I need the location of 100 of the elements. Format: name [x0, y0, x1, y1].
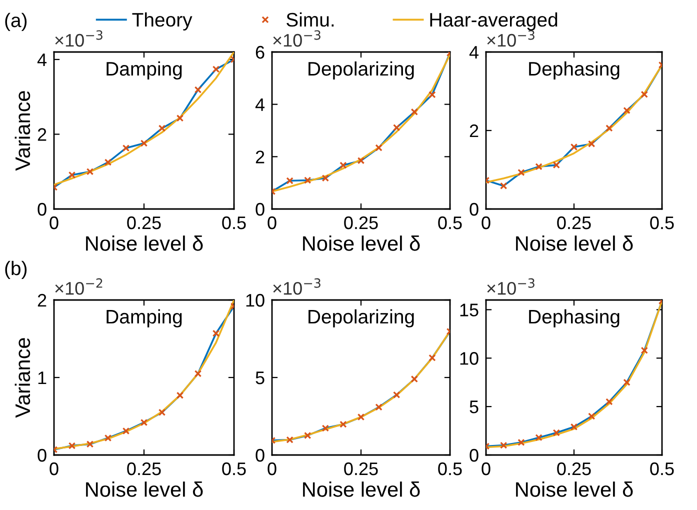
x-tick-label: 0.5	[650, 216, 674, 230]
y-tick-label: 0	[470, 448, 478, 462]
y-tick-label: 4	[469, 46, 479, 59]
point	[357, 156, 365, 164]
point	[640, 346, 648, 354]
point	[588, 140, 596, 148]
point	[428, 354, 436, 362]
point	[623, 106, 630, 114]
point	[588, 412, 596, 420]
y-tick-label: 0	[256, 448, 264, 462]
chart-title: Depolarizing	[308, 61, 414, 80]
y-tick-label: 4	[37, 54, 47, 66]
text: ×10$^{−3}$	[55, 30, 102, 47]
y-tick-label: 5	[256, 372, 264, 384]
x-tick-label: 0	[50, 462, 58, 476]
point	[392, 124, 400, 132]
y-axis-title: Variance	[14, 338, 30, 418]
chart-title: Damping	[106, 309, 182, 328]
x-tick-label: 0.25	[127, 462, 161, 476]
x-tick-label: 0.25	[557, 216, 591, 230]
point	[357, 413, 365, 421]
point	[212, 330, 220, 337]
text: ×10$^{−3}$	[273, 30, 320, 47]
x-tick-label: 0.5	[438, 462, 462, 476]
point	[570, 143, 578, 151]
point	[500, 182, 508, 190]
x-axis-title: Noise level δ	[516, 482, 633, 497]
point	[304, 176, 312, 184]
point	[428, 91, 436, 98]
y-tick-label: 15	[460, 304, 478, 316]
y-tick-label: 6	[256, 46, 264, 59]
text: ×10$^{−3}$	[487, 278, 534, 295]
point	[140, 418, 148, 426]
legend-label: Haar-averaged	[430, 12, 558, 31]
y-tick-label: 2	[38, 128, 46, 141]
point	[176, 114, 184, 122]
point	[410, 108, 418, 116]
x-axis-title: Noise level δ	[516, 236, 633, 251]
text: (b)	[5, 260, 27, 280]
chart-title: Depolarizing	[308, 309, 414, 328]
point	[606, 398, 613, 406]
point	[86, 168, 94, 176]
y-tick-label: 10	[246, 294, 264, 307]
text: (a)	[5, 12, 27, 32]
point	[518, 438, 525, 446]
x-tick-label: 0	[482, 216, 490, 230]
point	[606, 124, 613, 132]
point	[122, 427, 130, 435]
x-tick-label: 0	[268, 462, 276, 476]
chart-title: Dephasing	[529, 61, 620, 80]
y-axis-title: Variance	[14, 91, 30, 171]
x-tick-label: 0.25	[127, 216, 161, 230]
point	[410, 375, 418, 383]
point	[375, 403, 382, 411]
x-tick-label: 0	[50, 216, 58, 230]
y-tick-label: 10	[460, 352, 478, 365]
y-tick-label: 0	[470, 202, 478, 216]
legend-label: Simu.	[286, 12, 334, 27]
point	[176, 392, 184, 399]
x-axis-title: Noise level δ	[86, 482, 203, 497]
point	[158, 124, 166, 132]
y-tick-label: 0	[256, 202, 264, 216]
legend-label: Theory	[132, 12, 192, 31]
point	[340, 162, 347, 169]
point	[68, 171, 76, 179]
point	[500, 442, 508, 449]
point	[392, 391, 400, 398]
point	[518, 168, 525, 176]
point	[140, 140, 148, 147]
point	[340, 420, 347, 428]
point	[286, 436, 294, 444]
point	[104, 434, 112, 442]
y-tick-label: 4	[255, 98, 265, 111]
x-tick-label: 0.5	[222, 462, 246, 476]
point	[623, 378, 630, 386]
x-tick-label: 0.25	[557, 462, 591, 476]
x-tick-label: 0.5	[438, 216, 462, 230]
x-axis-title: Noise level δ	[303, 236, 420, 251]
point	[194, 86, 202, 94]
y-tick-label: 2	[38, 294, 46, 307]
text: ×10$^{−3}$	[273, 278, 320, 295]
y-tick-label: 2	[256, 150, 264, 164]
point	[194, 370, 202, 378]
point	[322, 174, 330, 182]
point	[535, 434, 542, 442]
chart-title: Damping	[106, 61, 182, 80]
point	[86, 440, 94, 448]
text: ×10$^{−2}$	[55, 278, 102, 295]
point	[570, 423, 578, 431]
point	[552, 161, 560, 169]
x-tick-label: 0	[268, 216, 276, 230]
y-tick-label: 1	[38, 372, 46, 384]
point	[104, 158, 112, 166]
point	[640, 90, 648, 98]
text: ×10$^{−3}$	[487, 30, 534, 47]
point	[375, 144, 382, 152]
point	[286, 177, 294, 184]
point	[212, 66, 220, 73]
point	[304, 432, 312, 440]
point	[158, 408, 166, 416]
